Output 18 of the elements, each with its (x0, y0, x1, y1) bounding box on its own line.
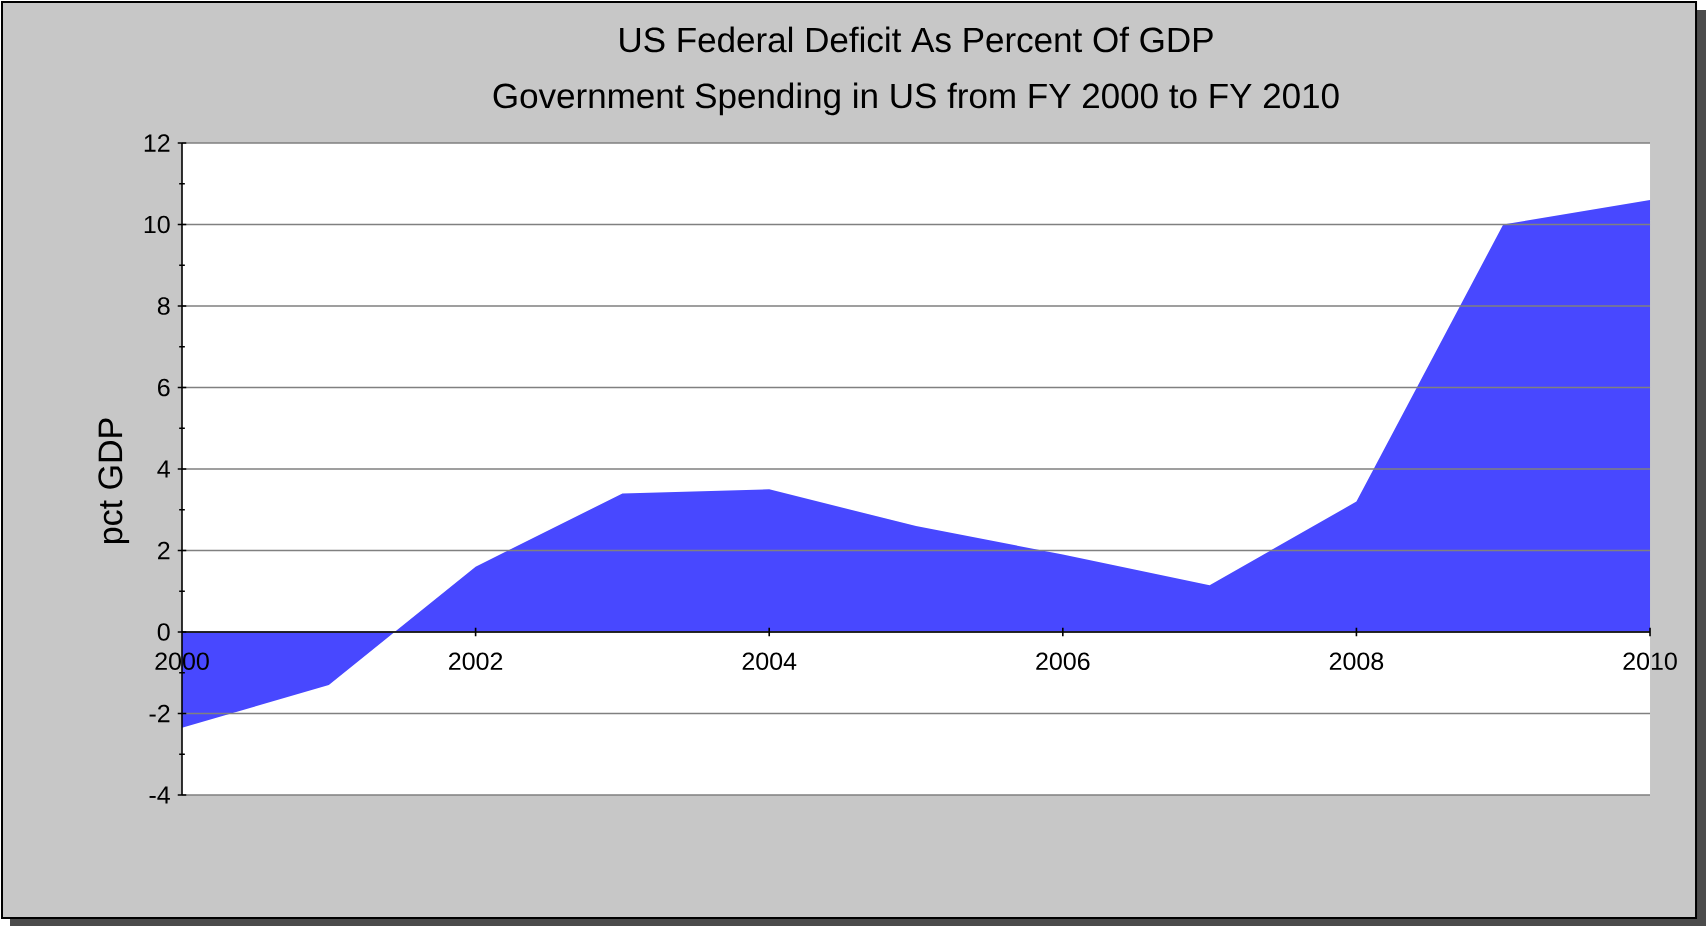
y-tick-label: 10 (144, 215, 170, 234)
x-tick-label: 2006 (1036, 652, 1090, 671)
y-tick-label: -2 (149, 704, 170, 723)
x-tick-label: 2010 (1623, 652, 1677, 671)
y-tick-label: 6 (158, 378, 170, 397)
x-tick-label: 2008 (1329, 652, 1384, 671)
y-tick-label: -4 (149, 786, 170, 804)
y-tick-label: 4 (157, 460, 170, 478)
x-tick-label: 2004 (742, 652, 797, 671)
y-tick-label: 8 (157, 297, 170, 315)
y-tick-label: 12 (144, 134, 170, 152)
y-tick-label: 2 (158, 541, 170, 560)
chart-subtitle: Government Spending in US from FY 2000 to FY 2010 (493, 82, 1339, 116)
x-tick-label: 2000 (155, 652, 209, 671)
chart-title: US Federal Deficit As Percent Of GDP (620, 26, 1213, 53)
y-axis-title: pct GDP (98, 418, 130, 544)
y-tick-label: 0 (157, 623, 170, 641)
x-tick-label: 2002 (449, 652, 503, 671)
